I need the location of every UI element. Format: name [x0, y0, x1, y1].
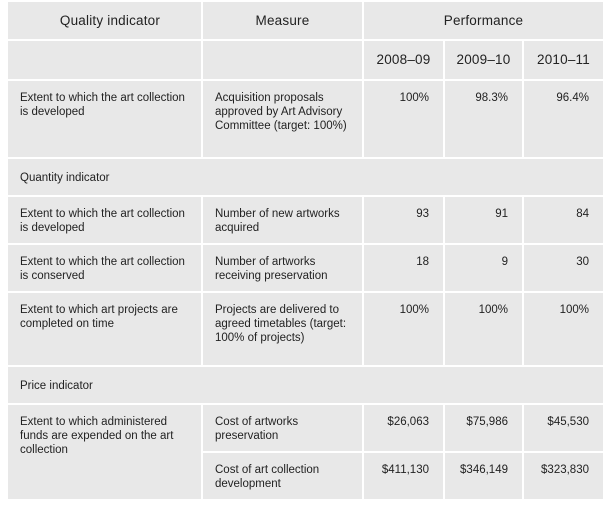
- table-row: Extent to which the art collection is de…: [6, 195, 605, 245]
- measure-cell: Projects are delivered to agreed timetab…: [201, 291, 364, 367]
- value-cell: 100%: [362, 79, 445, 159]
- performance-table-container: Quality indicator Measure Performance 20…: [6, 0, 605, 501]
- table-row: Extent to which the art collection is co…: [6, 243, 605, 293]
- indicator-cell: Extent to which art projects are complet…: [6, 291, 203, 367]
- section-row-quantity: Quantity indicator: [6, 157, 605, 197]
- measure-cell: Acquisition proposals approved by Art Ad…: [201, 79, 364, 159]
- section-label: Quantity indicator: [6, 157, 605, 197]
- indicator-cell: Extent to which the art collection is de…: [6, 79, 203, 159]
- value-cell: 100%: [362, 291, 445, 367]
- value-cell: $26,063: [362, 403, 445, 453]
- value-cell: $323,830: [522, 451, 605, 501]
- performance-table: Quality indicator Measure Performance 20…: [6, 0, 605, 501]
- measure-cell: Cost of art collection development: [201, 451, 364, 501]
- section-label: Price indicator: [6, 365, 605, 405]
- table-row: Cost of art collection development $411,…: [7, 451, 605, 501]
- table-row: Extent to which the art collection is de…: [6, 79, 605, 159]
- header-year-2008-09: 2008–09: [362, 39, 445, 81]
- indicator-cell: Extent to which the art collection is de…: [6, 195, 203, 245]
- header-row: Quality indicator Measure Performance: [6, 0, 605, 41]
- table-row: Extent to which art projects are complet…: [6, 291, 605, 367]
- value-cell: 98.3%: [443, 79, 524, 159]
- header-quality-indicator: Quality indicator: [6, 0, 203, 41]
- value-cell: $75,986: [443, 403, 524, 453]
- header-year-2009-10: 2009–10: [443, 39, 524, 81]
- value-cell: 100%: [443, 291, 524, 367]
- value-cell: 30: [522, 243, 605, 293]
- value-cell: $346,149: [443, 451, 524, 501]
- measure-cell: Cost of artworks preservation: [201, 403, 364, 453]
- year-header-row: 2008–09 2009–10 2010–11: [6, 39, 605, 81]
- header-performance: Performance: [362, 0, 605, 41]
- table-row: Extent to which administered funds are e…: [6, 403, 605, 501]
- header-year-2010-11: 2010–11: [522, 39, 605, 81]
- value-cell: 96.4%: [522, 79, 605, 159]
- header-blank-1: [6, 39, 203, 81]
- value-cell: 84: [522, 195, 605, 245]
- section-row-price: Price indicator: [6, 365, 605, 405]
- indicator-cell: Extent to which the art collection is co…: [6, 243, 203, 293]
- value-cell: $411,130: [362, 451, 445, 501]
- value-cell: $45,530: [522, 403, 605, 453]
- header-blank-2: [201, 39, 364, 81]
- value-cell: 91: [443, 195, 524, 245]
- value-cell: 18: [362, 243, 445, 293]
- value-cell: 100%: [522, 291, 605, 367]
- value-cell: 93: [362, 195, 445, 245]
- measure-cell: Number of new artworks acquired: [201, 195, 364, 245]
- header-measure: Measure: [201, 0, 364, 41]
- measure-cell: Number of artworks receiving preservatio…: [201, 243, 364, 293]
- value-cell: 9: [443, 243, 524, 293]
- indicator-cell: Extent to which administered funds are e…: [6, 403, 203, 501]
